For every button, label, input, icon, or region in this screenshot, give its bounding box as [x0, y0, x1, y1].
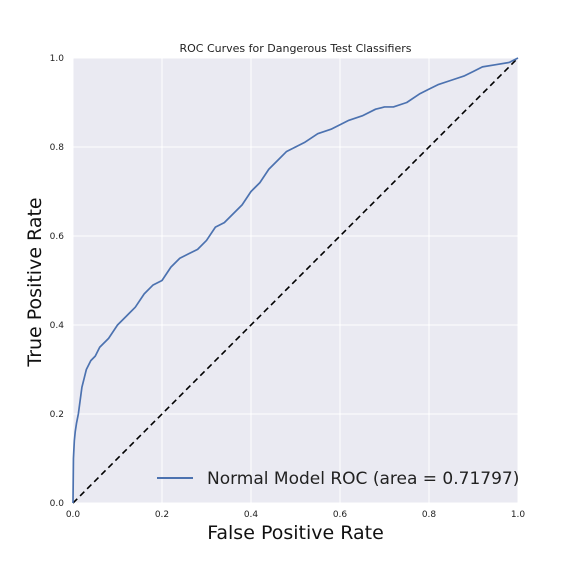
x-tick-label: 1.0: [511, 510, 526, 520]
y-tick-label: 0.0: [50, 499, 65, 509]
x-tick-label: 0.4: [244, 510, 259, 520]
legend-label-normal-model: Normal Model ROC (area = 0.71797): [207, 469, 519, 489]
y-tick-label: 1.0: [50, 54, 65, 64]
legend: Normal Model ROC (area = 0.71797): [157, 469, 519, 489]
x-tick-label: 0.0: [66, 510, 81, 520]
chart-title: ROC Curves for Dangerous Test Classifier…: [179, 42, 411, 55]
tick-labels: 0.0 0.2 0.4 0.6 0.8 1.0 0.0 0.2 0.4 0.6 0.8 1.0: [50, 54, 526, 520]
y-tick-label: 0.6: [50, 232, 65, 242]
y-tick-label: 0.4: [50, 321, 65, 331]
x-tick-label: 0.6: [333, 510, 348, 520]
roc-curve-line: [72, 57, 519, 504]
y-tick-label: 0.8: [50, 143, 65, 153]
x-tick-label: 0.8: [422, 510, 437, 520]
y-axis-label: True Positive Rate: [24, 197, 46, 367]
y-tick-label: 0.2: [50, 410, 64, 420]
series-layer: [72, 57, 519, 504]
chance-diagonal-line: [72, 57, 519, 504]
x-axis-label: False Positive Rate: [207, 522, 384, 544]
x-tick-label: 0.2: [155, 510, 169, 520]
